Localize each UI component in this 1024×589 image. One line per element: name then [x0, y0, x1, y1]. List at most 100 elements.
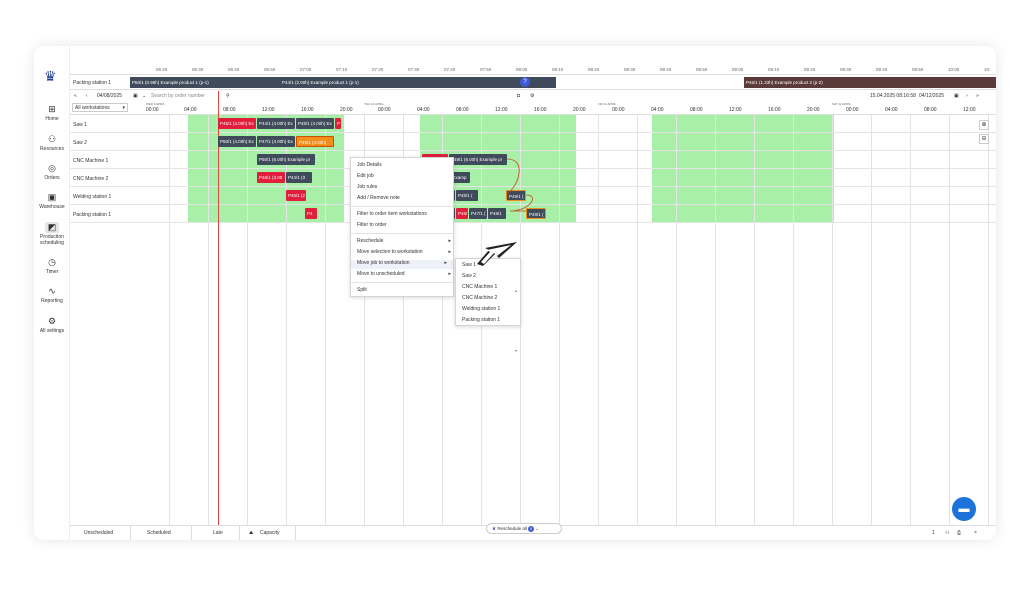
- menu-item-edit-job[interactable]: Edit job: [357, 173, 374, 179]
- end-date-input[interactable]: 04/12/2025: [919, 93, 945, 99]
- prev-week-button[interactable]: «: [74, 93, 77, 99]
- menu-item-move-job-to-workstation[interactable]: Move job to workstation ▸: [351, 260, 453, 269]
- grid-line: [988, 115, 989, 525]
- grid-line: [910, 115, 911, 525]
- job-bar[interactable]: P44/1 (4.00h) Ex: [257, 118, 295, 129]
- user-icon[interactable]: ⚇: [945, 530, 950, 536]
- date-input[interactable]: 04/08/2025: [97, 93, 123, 99]
- reschedule-all-button[interactable]: ♛ Reschedule all 0 ⌄: [486, 523, 562, 534]
- chat-icon[interactable]: ▬: [952, 497, 976, 521]
- sidebar-item-label: All settings: [39, 328, 65, 334]
- production-scheduling-icon: ◩: [45, 222, 59, 233]
- print-icon[interactable]: ⎙: [957, 530, 962, 536]
- submenu-item-cnc-machine-1[interactable]: CNC Machine 1: [462, 284, 498, 290]
- menu-item-add-remove-note[interactable]: Add / Remove note: [357, 195, 400, 201]
- workstation-submenu: Saw 1 Saw 2 CNC Machine 1 CNC Machine 2 …: [455, 258, 521, 353]
- sidebar-item-orders[interactable]: ◎ Orders: [34, 163, 70, 181]
- job-bar[interactable]: P46/1 (1.33h) Example product 2 (p-2): [744, 77, 996, 88]
- hour-label: 16:00: [768, 107, 781, 113]
- row-track: [130, 169, 996, 187]
- job-bar[interactable]: P50/1 (6.00h) Example pr: [257, 154, 315, 165]
- menu-item-filter-order[interactable]: Filter to order: [357, 222, 387, 228]
- job-bar[interactable]: P45/1 (2: [286, 190, 306, 201]
- submenu-item-cnc-machine-2[interactable]: CNC Machine 2: [462, 295, 498, 301]
- calendar-icon[interactable]: ▣: [954, 93, 959, 99]
- capacity-icon: ⛰: [249, 530, 254, 536]
- chevron-down-icon[interactable]: ⌄: [535, 526, 540, 531]
- camera-icon[interactable]: ◘: [517, 93, 521, 99]
- sidebar-item-reporting[interactable]: ∿ Reporting: [34, 286, 70, 304]
- row-label-saw-1: Saw 1: [70, 115, 130, 133]
- job-bar[interactable]: P48/1 (4.00h) Ex: [296, 118, 334, 129]
- submenu-scrollbar[interactable]: ▴ ▾: [515, 288, 518, 353]
- next-week-button[interactable]: »: [976, 93, 979, 99]
- job-bar[interactable]: P49/1 (: [506, 190, 526, 201]
- tab-late[interactable]: Late: [213, 530, 223, 536]
- calendar-icon[interactable]: ▣: [133, 93, 138, 99]
- sidebar-item-production-scheduling[interactable]: ◩ Production scheduling: [34, 222, 70, 246]
- job-bar[interactable]: P46/1 (3.00: [257, 172, 285, 183]
- sidebar-item-home[interactable]: ⊞ Home: [34, 104, 70, 122]
- menu-item-move-selection[interactable]: Move selection to workstation ▸: [357, 249, 451, 258]
- sidebar-item-all-settings[interactable]: ⚙ All settings: [34, 316, 70, 334]
- hour-label: 12:00: [495, 107, 508, 113]
- time-tick: 06:20: [156, 67, 168, 72]
- menu-item-move-to-unscheduled[interactable]: Move to unscheduled ▸: [357, 271, 451, 280]
- zoom-out-icon[interactable]: ⊖: [979, 134, 989, 144]
- sidebar-item-timer[interactable]: ◷ Timer: [34, 257, 70, 275]
- hour-label: 00:00: [146, 107, 159, 113]
- job-bar[interactable]: P47/1 (: [469, 208, 487, 219]
- submenu-item-welding-station-1[interactable]: Welding station 1: [462, 306, 501, 312]
- zoom-in-icon[interactable]: ⊕: [979, 120, 989, 130]
- job-bar[interactable]: P50/1 (0.98h) Example product 1 (p-1): [130, 77, 280, 88]
- tab-divider: [130, 526, 131, 540]
- crown-logo-icon[interactable]: ♛: [44, 68, 57, 84]
- submenu-item-packing-station-1[interactable]: Packing station 1: [462, 317, 501, 323]
- menu-item-reschedule[interactable]: Reschedule ▸: [357, 238, 451, 247]
- submenu-item-saw-2[interactable]: Saw 2: [462, 273, 476, 279]
- sidebar-item-label: Reporting: [41, 298, 63, 304]
- hour-label: 12:00: [963, 107, 976, 113]
- job-bar[interactable]: P44/1 (2.00h) Example product 1 (p-1): [280, 77, 556, 88]
- menu-item-split[interactable]: Split: [357, 287, 367, 293]
- submenu-item-saw-1[interactable]: Saw 1: [462, 262, 476, 268]
- job-bar[interactable]: P48/1 (: [456, 190, 478, 201]
- menu-divider: [351, 282, 453, 283]
- sidebar-item-resources[interactable]: ⚇ Resources: [34, 134, 70, 152]
- warehouse-icon: ▣: [47, 192, 57, 202]
- close-icon[interactable]: ×: [974, 530, 977, 536]
- job-bar[interactable]: P49/1 (6.00h) Example pr: [449, 154, 507, 165]
- next-day-button[interactable]: ›: [966, 93, 968, 99]
- menu-item-filter-workstations[interactable]: Filter to order item workstations: [357, 211, 427, 217]
- grid-line: [871, 115, 872, 525]
- search-icon[interactable]: ⚲: [226, 93, 230, 99]
- menu-item-job-rules[interactable]: Job rules: [357, 184, 378, 190]
- selected-job-bar[interactable]: P49/1 (4.00h): [296, 136, 334, 147]
- job-bar[interactable]: P48/1: [488, 208, 506, 219]
- prev-day-button[interactable]: ‹: [86, 93, 88, 99]
- job-bar[interactable]: P49/1 (: [526, 208, 546, 219]
- tab-capacity[interactable]: Capacity: [260, 530, 280, 536]
- chevron-down-icon[interactable]: ⌄: [142, 93, 147, 99]
- row-label-empty: [70, 223, 130, 525]
- job-bar[interactable]: P: [335, 118, 341, 129]
- help-icon[interactable]: ?: [520, 77, 530, 87]
- job-bar[interactable]: P4: [305, 208, 317, 219]
- tab-unscheduled[interactable]: Unscheduled: [84, 530, 114, 536]
- job-bar[interactable]: P46/: [456, 208, 468, 219]
- workstation-select-value: All workstations: [75, 105, 110, 111]
- sidebar-item-warehouse[interactable]: ▣ Warehouse: [34, 192, 70, 210]
- job-bar[interactable]: P50/1 (4.00h) Ex: [218, 136, 256, 147]
- tab-scheduled[interactable]: Scheduled: [147, 530, 171, 536]
- workstation-select[interactable]: All workstations ▾: [72, 103, 128, 112]
- settings-icon[interactable]: ⚙: [530, 93, 535, 99]
- search-input[interactable]: Search by order number: [151, 93, 205, 99]
- grid-line: [208, 115, 209, 525]
- sidebar-item-label: Orders: [44, 175, 60, 181]
- time-tick: 08:30: [624, 67, 636, 72]
- menu-item-job-details[interactable]: Job Details: [357, 162, 382, 168]
- hour-label: 12:00: [729, 107, 742, 113]
- job-bar[interactable]: P47/1 (4.00h) Ex: [257, 136, 295, 147]
- job-bar[interactable]: P45/1 (4.00h) Ex: [218, 118, 256, 129]
- job-bar[interactable]: P44/1 (3: [286, 172, 312, 183]
